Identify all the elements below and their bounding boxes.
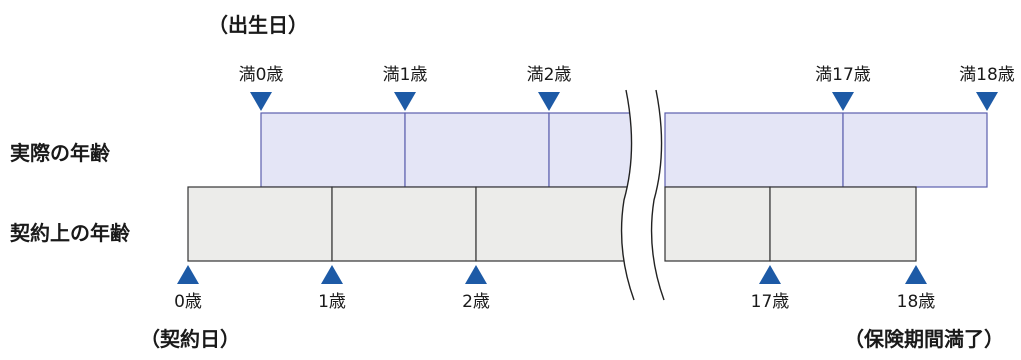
timeline-break (620, 89, 665, 301)
triangle-down-icon (832, 92, 854, 111)
actual-age-year-3 (548, 112, 636, 188)
marker-label: 満2歳 (527, 65, 572, 85)
actual-age-markers: 満0歳 満1歳 満2歳 満17歳 満18歳 (239, 65, 1015, 111)
actual-age-bar (260, 112, 988, 188)
contract-age-year-3 (475, 186, 636, 262)
actual-age-year-17 (664, 112, 844, 188)
note-contract-day: （契約日） (140, 327, 240, 351)
triangle-down-icon (394, 92, 416, 111)
triangle-down-icon (250, 92, 272, 111)
triangle-down-icon (976, 92, 998, 111)
marker-label: 満18歳 (959, 65, 1015, 85)
marker-actual-0: 満0歳 (239, 65, 284, 111)
marker-actual-2: 満2歳 (527, 65, 572, 111)
marker-label: 2歳 (462, 292, 490, 312)
marker-label: 満1歳 (383, 65, 428, 85)
triangle-up-icon (465, 265, 487, 284)
marker-label: 0歳 (174, 292, 202, 312)
note-maturity: （保険期間満了） (844, 327, 1004, 351)
row-label-contract-age: 契約上の年齢 (9, 221, 131, 245)
contract-age-bar (187, 186, 917, 262)
row-label-actual-age: 実際の年齢 (10, 141, 111, 165)
triangle-up-icon (905, 265, 927, 284)
marker-actual-17: 満17歳 (815, 65, 871, 111)
note-birth-day: （出生日） (208, 13, 308, 37)
actual-age-year-1 (260, 112, 406, 188)
marker-contract-18: 18歳 (897, 265, 936, 312)
actual-age-year-2 (404, 112, 550, 188)
marker-contract-17: 17歳 (751, 265, 790, 312)
contract-age-year-17 (664, 186, 771, 262)
marker-label: 1歳 (318, 292, 346, 312)
marker-label: 満17歳 (815, 65, 871, 85)
marker-contract-2: 2歳 (462, 265, 490, 312)
marker-actual-1: 満1歳 (383, 65, 428, 111)
contract-age-year-1 (187, 186, 333, 262)
marker-label: 17歳 (751, 292, 790, 312)
contract-age-year-2 (331, 186, 477, 262)
contract-age-year-18 (769, 186, 917, 262)
triangle-down-icon (538, 92, 560, 111)
triangle-up-icon (177, 265, 199, 284)
marker-contract-1: 1歳 (318, 265, 346, 312)
triangle-up-icon (321, 265, 343, 284)
marker-label: 満0歳 (239, 65, 284, 85)
contract-age-markers: 0歳 1歳 2歳 17歳 18歳 (174, 265, 935, 312)
marker-label: 18歳 (897, 292, 936, 312)
break-line-right (650, 89, 665, 301)
actual-age-year-18 (842, 112, 988, 188)
triangle-up-icon (759, 265, 781, 284)
marker-actual-18: 満18歳 (959, 65, 1015, 111)
break-line-left (620, 89, 635, 301)
marker-contract-0: 0歳 (174, 265, 202, 312)
